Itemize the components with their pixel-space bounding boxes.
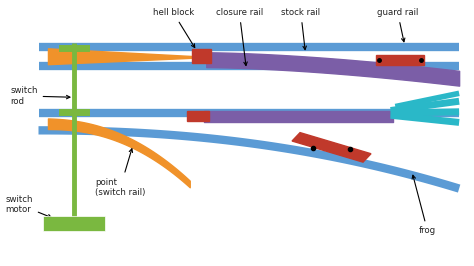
Text: switch
motor: switch motor (5, 195, 51, 218)
Polygon shape (376, 55, 424, 65)
Polygon shape (192, 49, 211, 63)
Text: hell block: hell block (153, 8, 195, 48)
Text: switch
rod: switch rod (10, 86, 70, 106)
Text: stock rail: stock rail (281, 8, 320, 50)
Text: point
(switch rail): point (switch rail) (95, 149, 146, 197)
Polygon shape (187, 110, 209, 121)
FancyBboxPatch shape (43, 216, 105, 231)
Text: guard rail: guard rail (377, 8, 419, 42)
Text: frog: frog (412, 175, 436, 235)
Text: closure rail: closure rail (216, 8, 263, 65)
Polygon shape (292, 133, 371, 162)
